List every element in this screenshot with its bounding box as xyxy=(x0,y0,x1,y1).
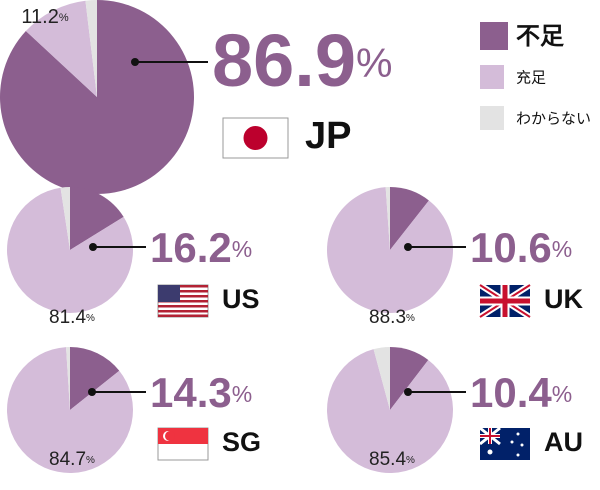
pie-slice xyxy=(373,347,390,410)
value-label: 14.3% xyxy=(150,369,252,416)
value-number: 10.4 xyxy=(470,369,552,416)
value-label: 85.4% xyxy=(369,449,415,470)
value-label: 11.2% xyxy=(21,6,68,28)
leader-dot xyxy=(404,243,412,251)
value-unit: % xyxy=(86,313,95,324)
value-number: 88.3 xyxy=(369,307,406,328)
value-number: 16.2 xyxy=(150,224,232,271)
value-number: 10.6 xyxy=(470,224,552,271)
leader-dot xyxy=(404,388,412,396)
pie-slice xyxy=(7,187,134,313)
legend-label: 充足 xyxy=(516,69,546,87)
value-label: 81.4% xyxy=(49,307,95,328)
legend-swatch xyxy=(480,65,504,89)
country-code: SG xyxy=(222,427,261,457)
leader-dot xyxy=(89,243,97,251)
legend-label: 不足 xyxy=(516,22,564,50)
pie-slice xyxy=(0,0,194,194)
value-number: 84.7 xyxy=(49,449,86,470)
legend-swatch xyxy=(480,106,504,130)
value-unit: % xyxy=(406,313,415,324)
country-code: US xyxy=(222,284,260,314)
leader-dot xyxy=(88,388,96,396)
legend-label: わからない xyxy=(516,110,591,128)
pie-slice xyxy=(390,187,429,250)
value-number: 81.4 xyxy=(49,307,86,328)
country-code: UK xyxy=(544,284,583,314)
flag-au xyxy=(479,426,530,460)
pie-slice xyxy=(390,347,429,410)
value-number: 11.2 xyxy=(21,6,58,28)
pie-slice xyxy=(385,187,390,250)
pie-slice xyxy=(60,187,70,250)
flag-sg xyxy=(157,427,209,461)
pie-slice xyxy=(327,349,454,473)
flag-uk xyxy=(478,282,532,320)
value-label: 16.2% xyxy=(150,224,252,271)
value-unit: % xyxy=(356,40,392,86)
value-unit: % xyxy=(552,236,572,262)
legend-swatch xyxy=(480,22,508,50)
value-number: 85.4 xyxy=(369,449,406,470)
flag-jp xyxy=(222,117,289,159)
value-unit: % xyxy=(552,381,572,407)
value-unit: % xyxy=(232,381,252,407)
value-label: 88.3% xyxy=(369,307,415,328)
value-number: 86.9 xyxy=(212,19,356,102)
value-unit: % xyxy=(232,236,252,262)
value-unit: % xyxy=(86,455,95,466)
country-code: AU xyxy=(544,427,583,457)
value-label: 84.7% xyxy=(49,449,95,470)
leader-dot xyxy=(131,58,139,66)
value-label: 10.4% xyxy=(470,369,572,416)
value-label: 10.6% xyxy=(470,224,572,271)
pie-slice xyxy=(7,347,134,474)
pie-slice xyxy=(70,347,120,410)
pie-slice xyxy=(66,347,70,410)
value-unit: % xyxy=(59,12,69,24)
country-code: JP xyxy=(305,115,351,157)
value-unit: % xyxy=(406,455,415,466)
value-label: 86.9% xyxy=(212,19,393,102)
value-number: 14.3 xyxy=(150,369,232,416)
pie-slice xyxy=(25,0,98,98)
flag-us xyxy=(157,284,209,318)
pie-slice xyxy=(85,0,97,97)
pie-slice xyxy=(327,187,453,314)
pie-slice xyxy=(70,187,124,250)
